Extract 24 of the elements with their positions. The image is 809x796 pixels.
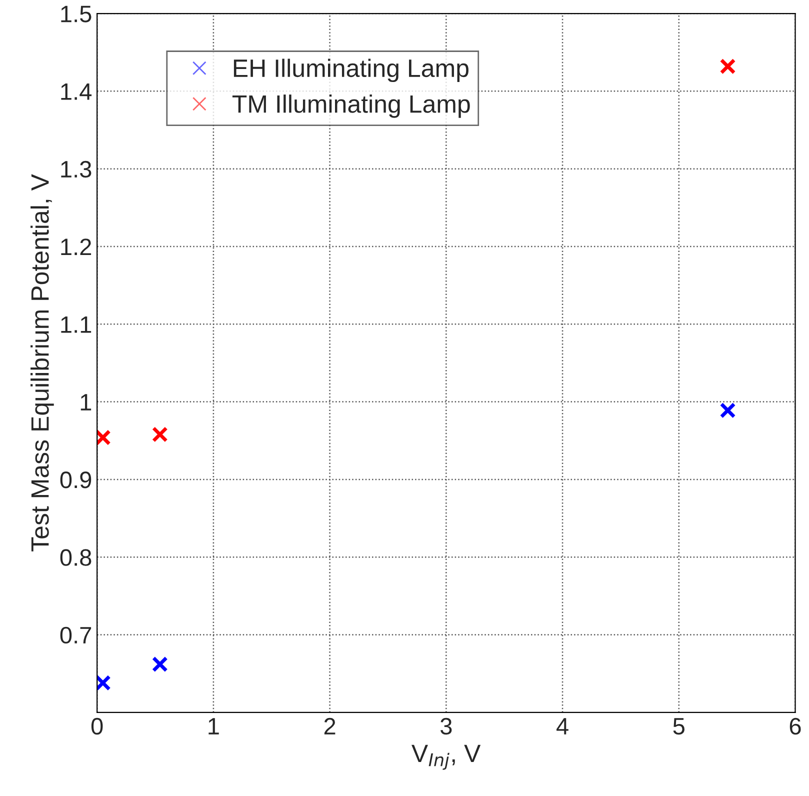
y-tick-label: 0.8 <box>60 549 92 566</box>
x-tick-label: 1 <box>208 718 219 734</box>
x-tick-label: 4 <box>556 718 568 734</box>
y-tick-label: 0.9 <box>60 472 92 488</box>
y-axis-title: Test Mass Equilibrium Potential, V <box>30 174 54 552</box>
x-tick-label: 3 <box>440 718 452 735</box>
y-tick-label: 1.2 <box>61 238 92 256</box>
point <box>152 426 168 442</box>
y-tick-label: 0.7 <box>60 626 92 644</box>
point <box>152 656 168 672</box>
y-tick-label: 1.1 <box>61 316 92 333</box>
x-tick-label: 2 <box>324 718 336 734</box>
x-tick-label: 6 <box>790 718 801 735</box>
y-tick-label: 1.4 <box>61 84 92 100</box>
x-axis-title: V$_{Inj}$, V <box>412 744 481 770</box>
point <box>720 402 736 418</box>
x-tick-label: 0 <box>91 718 103 735</box>
y-tick-label: 1 <box>80 394 92 410</box>
legend-label: TM Illuminating Lamp <box>232 94 470 118</box>
legend-label: EH Illuminating Lamp <box>234 58 468 82</box>
point <box>720 58 736 74</box>
y-tick-label: 1.5 <box>61 6 92 22</box>
y-tick-label: 1.3 <box>61 160 92 178</box>
x-tick-label: 5 <box>673 718 684 735</box>
